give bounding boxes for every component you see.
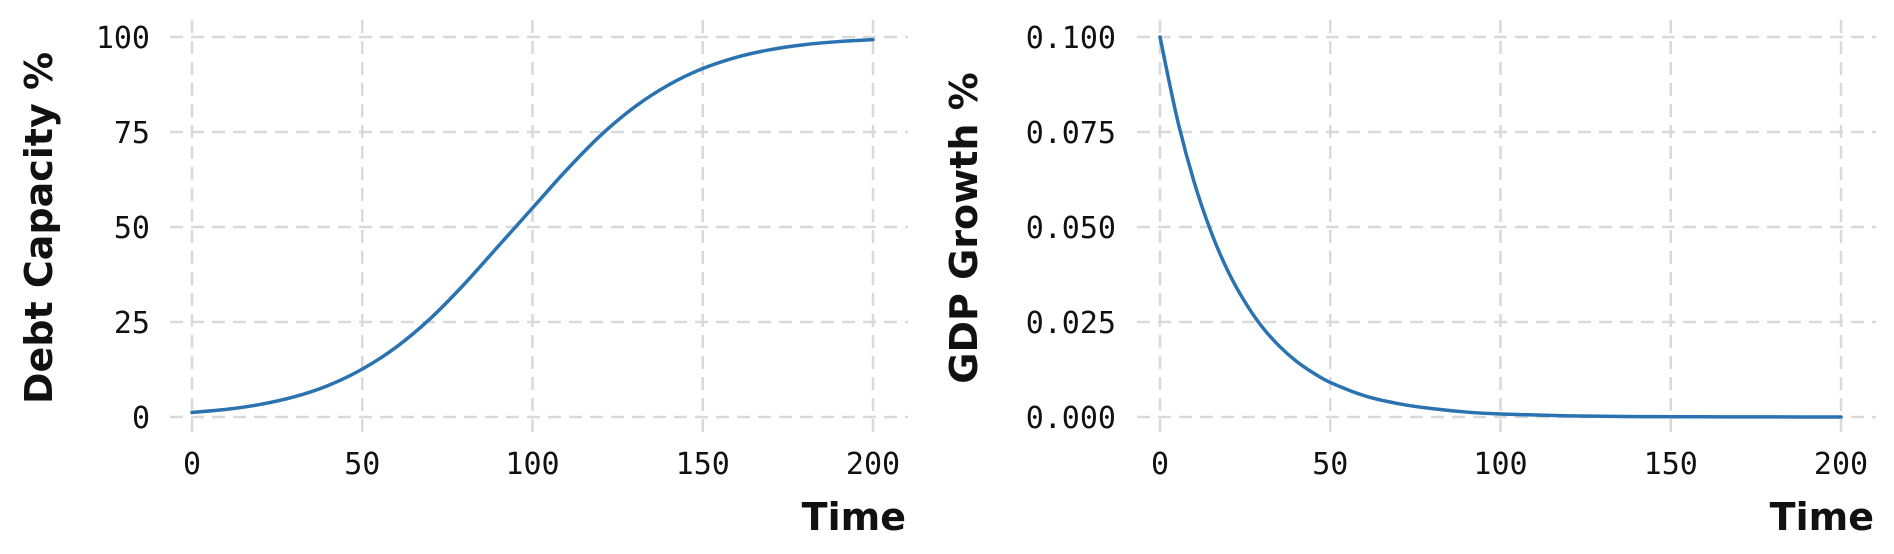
x-tick-label: 200 [1814, 447, 1868, 482]
y-tick-labels: 0.000 0.025 0.050 0.075 0.100 [1026, 21, 1116, 436]
x-axis-title: Time [1770, 495, 1874, 539]
chart-debt-capacity: 0 50 100 150 200 0 25 50 75 100 Time Debt Capaci… [17, 20, 908, 539]
x-tick-labels: 0 50 100 150 200 [183, 447, 900, 482]
y-axis-title: GDP Growth % [942, 72, 986, 383]
y-tick-label: 0.000 [1026, 401, 1116, 436]
x-tick-label: 150 [1644, 447, 1698, 482]
grid [1137, 20, 1876, 440]
y-tick-label: 100 [96, 21, 150, 56]
x-tick-label: 100 [1473, 447, 1527, 482]
y-tick-label: 0.075 [1026, 116, 1116, 151]
x-tick-label: 100 [505, 447, 559, 482]
y-tick-label: 0 [132, 401, 150, 436]
y-tick-label: 0.025 [1026, 306, 1116, 341]
x-tick-label: 50 [1312, 447, 1348, 482]
y-tick-labels: 0 25 50 75 100 [96, 21, 150, 436]
series-line [1158, 35, 1843, 419]
x-axis-title: Time [802, 495, 906, 539]
y-tick-label: 0.050 [1026, 211, 1116, 246]
chart-gdp-growth: 0 50 100 150 200 0.000 0.025 0.050 0.075 0.100 T… [942, 20, 1876, 539]
x-tick-label: 200 [846, 447, 900, 482]
x-tick-labels: 0 50 100 150 200 [1151, 447, 1868, 482]
grid [170, 20, 908, 440]
y-tick-label: 0.100 [1026, 21, 1116, 56]
x-tick-label: 150 [676, 447, 730, 482]
x-tick-label: 0 [183, 447, 201, 482]
series-layer [1158, 35, 1843, 419]
series-line [190, 37, 875, 415]
y-tick-label: 75 [114, 116, 150, 151]
y-tick-label: 50 [114, 211, 150, 246]
y-axis-title: Debt Capacity % [17, 52, 61, 404]
series-layer [190, 37, 875, 415]
x-tick-label: 50 [344, 447, 380, 482]
y-tick-label: 25 [114, 306, 150, 341]
x-tick-label: 0 [1151, 447, 1169, 482]
